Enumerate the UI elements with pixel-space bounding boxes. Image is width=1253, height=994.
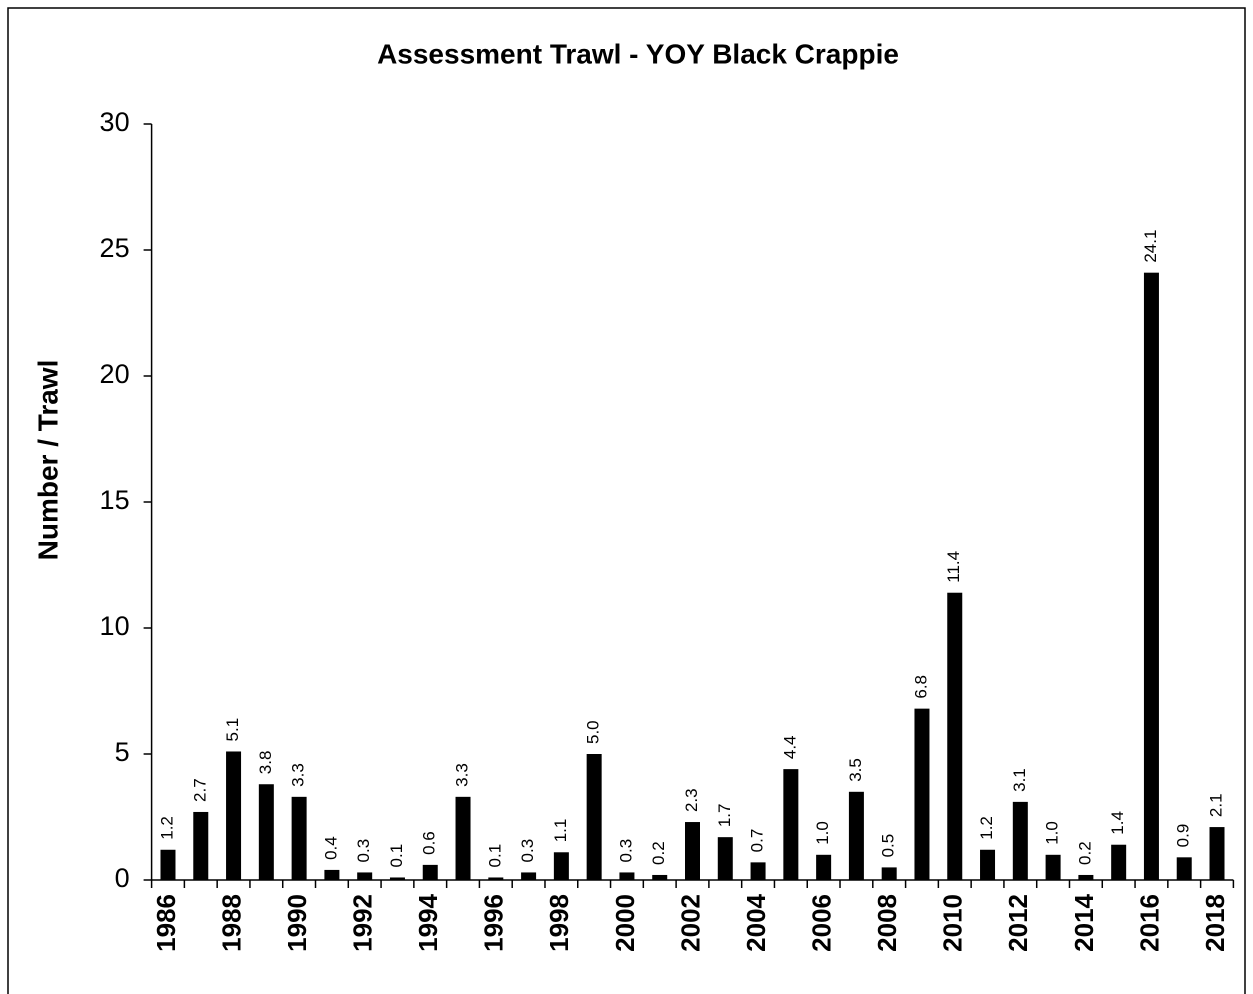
- value-label: 24.1: [1141, 230, 1160, 263]
- bar: [291, 796, 307, 880]
- value-label: 0.1: [387, 844, 406, 868]
- y-tick-label: 5: [115, 737, 130, 767]
- bar: [816, 854, 832, 880]
- x-tick-label: 2014: [1069, 893, 1099, 951]
- y-tick-label: 0: [115, 863, 130, 893]
- bar: [1111, 844, 1127, 880]
- bar: [488, 877, 504, 880]
- value-label: 3.3: [453, 763, 472, 787]
- value-label: 2.3: [682, 788, 701, 812]
- bar: [422, 864, 438, 880]
- bar: [619, 872, 635, 880]
- value-label: 2.1: [1206, 793, 1225, 817]
- x-tick-label: 2004: [741, 893, 771, 951]
- value-label: 2.7: [190, 778, 209, 802]
- bar: [160, 849, 176, 880]
- y-tick-label: 30: [100, 107, 130, 137]
- bar: [389, 877, 405, 880]
- bar: [357, 872, 373, 880]
- value-label: 1.0: [813, 821, 832, 845]
- value-label: 0.1: [485, 844, 504, 868]
- value-label: 1.0: [1043, 821, 1062, 845]
- value-label: 0.7: [748, 829, 767, 853]
- bar: [226, 751, 242, 880]
- bar: [783, 769, 799, 880]
- y-axis-label: Number / Trawl: [32, 360, 63, 561]
- x-tick-label: 2012: [1003, 894, 1033, 952]
- value-label: 3.8: [256, 751, 275, 775]
- bar: [652, 874, 668, 880]
- value-label: 6.8: [911, 675, 930, 699]
- value-label: 1.1: [551, 819, 570, 843]
- y-tick-label: 10: [100, 611, 130, 641]
- chart-title: Assessment Trawl - YOY Black Crappie: [377, 38, 899, 69]
- bar: [980, 849, 996, 880]
- x-tick-label: 2000: [610, 894, 640, 952]
- bar: [717, 837, 733, 880]
- bar: [848, 791, 864, 880]
- value-label: 0.5: [879, 834, 898, 858]
- bar: [1045, 854, 1061, 880]
- bar: [1078, 874, 1094, 880]
- bar: [258, 784, 274, 880]
- value-label: 5.1: [223, 718, 242, 742]
- bar: [881, 867, 897, 880]
- value-label: 1.2: [977, 816, 996, 840]
- value-label: 0.2: [649, 841, 668, 865]
- x-tick-label: 2016: [1134, 894, 1164, 952]
- bar: [193, 811, 209, 880]
- value-label: 0.4: [321, 836, 340, 860]
- bar: [1012, 801, 1028, 880]
- bar: [553, 852, 569, 880]
- x-tick-label: 2006: [807, 894, 837, 952]
- x-tick-label: 2008: [872, 894, 902, 952]
- value-label: 4.4: [780, 735, 799, 759]
- value-label: 1.2: [157, 816, 176, 840]
- y-tick-label: 20: [100, 359, 130, 389]
- chart-border: [7, 7, 1246, 994]
- bar: [947, 592, 963, 880]
- value-label: 3.1: [1010, 768, 1029, 792]
- x-tick-label: 1998: [544, 894, 574, 952]
- bar: [750, 862, 766, 880]
- x-tick-label: 1994: [413, 893, 443, 951]
- x-tick-label: 2002: [675, 894, 705, 952]
- value-label: 1.7: [715, 804, 734, 828]
- value-label: 3.5: [846, 758, 865, 782]
- y-tick-label: 25: [100, 233, 130, 263]
- bar: [455, 796, 471, 880]
- x-tick-label: 1992: [348, 894, 378, 952]
- bar: [685, 822, 700, 880]
- bar: [521, 872, 537, 880]
- bar: [1209, 827, 1225, 880]
- x-tick-label: 1986: [151, 894, 181, 952]
- value-label: 5.0: [584, 720, 603, 744]
- value-label: 3.3: [289, 763, 308, 787]
- value-label: 11.4: [944, 551, 963, 583]
- x-tick-label: 1988: [216, 894, 246, 952]
- bar: [586, 754, 602, 880]
- value-label: 0.3: [354, 839, 373, 863]
- value-label: 0.2: [1075, 841, 1094, 865]
- value-label: 0.3: [616, 839, 635, 863]
- x-tick-label: 1990: [282, 894, 312, 952]
- value-label: 0.9: [1174, 824, 1193, 848]
- bar: [1176, 857, 1192, 880]
- value-label: 0.3: [518, 839, 537, 863]
- bar: [1143, 272, 1159, 880]
- bar: [324, 869, 340, 880]
- y-tick-label: 15: [100, 485, 130, 515]
- x-tick-label: 1996: [479, 894, 509, 952]
- x-tick-label: 2010: [938, 894, 968, 952]
- value-label: 0.6: [420, 831, 439, 855]
- x-tick-label: 2018: [1200, 894, 1230, 952]
- value-label: 1.4: [1108, 811, 1127, 835]
- bar: [914, 708, 930, 880]
